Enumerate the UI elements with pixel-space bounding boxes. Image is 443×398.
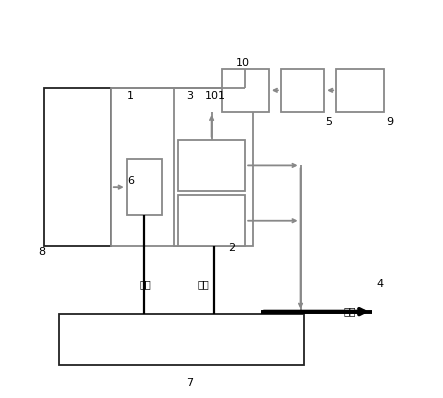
- Text: 1: 1: [127, 91, 134, 101]
- Text: 101: 101: [205, 91, 226, 101]
- Bar: [111, 88, 210, 246]
- Text: 6: 6: [127, 176, 134, 186]
- Bar: [178, 195, 245, 246]
- Text: 10: 10: [236, 58, 250, 68]
- Text: 4: 4: [376, 279, 383, 289]
- Bar: [178, 140, 245, 191]
- Text: 7: 7: [187, 378, 194, 388]
- Text: 8: 8: [38, 247, 45, 258]
- Text: 硬线: 硬线: [198, 279, 210, 289]
- Text: 硬线: 硬线: [140, 279, 152, 289]
- Bar: [59, 314, 304, 365]
- Text: 尾排: 尾排: [344, 306, 356, 317]
- Text: 5: 5: [325, 117, 332, 127]
- Text: 2: 2: [228, 244, 235, 254]
- Bar: [44, 88, 111, 246]
- Bar: [281, 68, 324, 112]
- Bar: [336, 68, 384, 112]
- Bar: [222, 68, 269, 112]
- Bar: [174, 88, 253, 246]
- Bar: [127, 160, 162, 215]
- Text: 3: 3: [187, 91, 194, 101]
- Text: 9: 9: [386, 117, 393, 127]
